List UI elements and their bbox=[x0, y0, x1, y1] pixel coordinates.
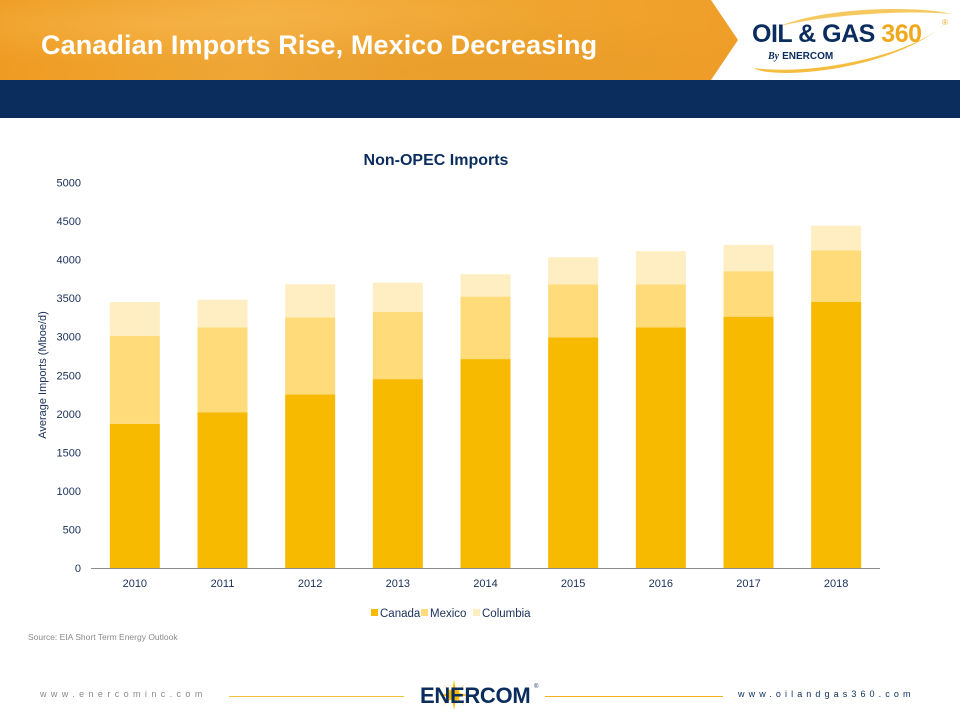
bar-mexico-2014 bbox=[460, 296, 511, 360]
y-tick-label: 500 bbox=[63, 524, 81, 536]
logo-number-text: 360 bbox=[881, 20, 922, 48]
x-tick-label: 2017 bbox=[736, 578, 760, 590]
bar-columbia-2010 bbox=[109, 302, 160, 336]
enercom-footer-logo: ENERCOM ® bbox=[408, 680, 538, 712]
bar-canada-2010 bbox=[109, 423, 160, 568]
title-banner bbox=[0, 0, 738, 80]
bar-mexico-2011 bbox=[197, 327, 248, 413]
legend-swatch-canada bbox=[371, 609, 378, 616]
enercom-wordmark: ENERCOM bbox=[420, 683, 531, 708]
source-note: Source: EIA Short Term Energy Outlook bbox=[28, 632, 178, 642]
x-axis-ticks: 2010 2011 2012 2013 2014 2015 2016 2017 2018 bbox=[123, 578, 849, 590]
y-tick-label: 3000 bbox=[57, 332, 81, 344]
footer-left-url[interactable]: www.enercominc.com bbox=[40, 689, 207, 699]
legend-swatch-mexico bbox=[421, 609, 428, 616]
x-tick-label: 2012 bbox=[298, 578, 322, 590]
chart-legend: Canada Mexico Columbia bbox=[371, 608, 531, 620]
y-tick-label: 4000 bbox=[57, 255, 81, 267]
bar-mexico-2016 bbox=[635, 284, 686, 328]
bar-mexico-2010 bbox=[109, 335, 160, 424]
registered-mark: ® bbox=[942, 18, 948, 27]
footer-right-url[interactable]: www.oilandgas360.com bbox=[738, 689, 915, 699]
x-tick-label: 2016 bbox=[649, 578, 673, 590]
bar-canada-2011 bbox=[197, 412, 248, 568]
bar-mexico-2017 bbox=[723, 271, 774, 317]
bar-mexico-2012 bbox=[285, 317, 336, 395]
logo-wordmark: OIL & GAS 360 bbox=[752, 20, 922, 49]
y-axis-ticks: 0 500 1000 1500 2000 2500 3000 3500 4000 4500 5000 bbox=[57, 178, 81, 576]
bar-columbia-2012 bbox=[285, 284, 336, 318]
bar-columbia-2014 bbox=[460, 274, 511, 297]
y-tick-label: 2000 bbox=[57, 409, 81, 421]
bar-columbia-2016 bbox=[635, 251, 686, 285]
bar-mexico-2018 bbox=[811, 250, 862, 303]
y-tick-label: 4500 bbox=[57, 216, 81, 228]
bar-columbia-2013 bbox=[372, 282, 423, 313]
bar-canada-2015 bbox=[548, 337, 599, 568]
logo-swoosh-icon bbox=[754, 9, 952, 73]
legend-label-canada: Canada bbox=[380, 608, 421, 620]
x-tick-label: 2011 bbox=[211, 578, 235, 590]
oil-gas-360-logo: OIL & GAS 360 ® By ENERCOM bbox=[740, 6, 955, 76]
x-tick-label: 2015 bbox=[561, 578, 585, 590]
y-tick-label: 0 bbox=[75, 563, 81, 575]
chart-title: Non-OPEC Imports bbox=[364, 152, 509, 169]
logo-company-text: ENERCOM bbox=[782, 51, 834, 62]
footer-registered-mark: ® bbox=[534, 684, 539, 690]
bar-columbia-2017 bbox=[723, 244, 774, 272]
y-tick-label: 2500 bbox=[57, 370, 81, 382]
bar-canada-2016 bbox=[635, 327, 686, 568]
logo-by-text: By bbox=[768, 51, 780, 62]
bar-columbia-2018 bbox=[811, 225, 862, 251]
logo-main-text: OIL & GAS bbox=[752, 20, 875, 48]
slide-title: Canadian Imports Rise, Mexico Decreasing bbox=[41, 30, 598, 60]
bar-canada-2012 bbox=[285, 394, 336, 568]
legend-label-columbia: Columbia bbox=[482, 608, 531, 620]
sun-icon bbox=[439, 680, 469, 710]
bar-canada-2017 bbox=[723, 316, 774, 568]
y-tick-label: 3500 bbox=[57, 293, 81, 305]
bar-columbia-2011 bbox=[197, 299, 248, 328]
bars-group bbox=[109, 225, 862, 568]
bar-canada-2018 bbox=[811, 302, 862, 568]
bar-mexico-2013 bbox=[372, 312, 423, 380]
y-tick-label: 1000 bbox=[57, 486, 81, 498]
y-tick-label: 1500 bbox=[57, 447, 81, 459]
logo-byline: By ENERCOM bbox=[768, 51, 833, 62]
y-tick-label: 5000 bbox=[57, 178, 81, 190]
footer-divider-left bbox=[229, 696, 404, 697]
x-tick-label: 2013 bbox=[386, 578, 410, 590]
legend-swatch-columbia bbox=[473, 609, 480, 616]
x-tick-label: 2014 bbox=[473, 578, 497, 590]
footer-divider-right bbox=[545, 696, 723, 697]
bar-canada-2013 bbox=[372, 379, 423, 568]
navy-divider-bar bbox=[0, 80, 960, 118]
x-tick-label: 2010 bbox=[123, 578, 147, 590]
bar-mexico-2015 bbox=[548, 284, 599, 338]
bar-canada-2014 bbox=[460, 359, 511, 568]
legend-label-mexico: Mexico bbox=[430, 608, 466, 620]
bar-columbia-2015 bbox=[548, 257, 599, 285]
y-axis-title: Average Imports (Mboe/d) bbox=[37, 311, 49, 439]
x-tick-label: 2018 bbox=[824, 578, 848, 590]
